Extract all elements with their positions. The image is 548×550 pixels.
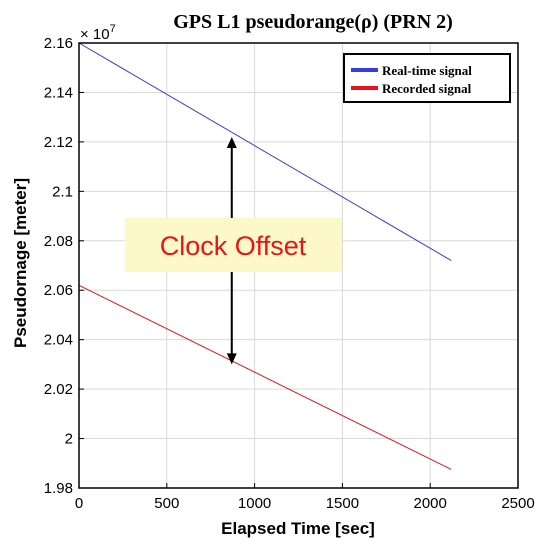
series-layer [78, 42, 452, 470]
plot-frame [78, 42, 519, 489]
x-tick-label: 500 [154, 495, 179, 512]
series-line-0 [78, 42, 452, 261]
axis-layer: 0 500 1000 1500 2000 2500 1.98 2 2.02 2.04 2.06 2.0… [44, 35, 535, 512]
x-tick-label: 0 [75, 495, 83, 512]
offset-arrow-head-down [226, 353, 237, 365]
y-tick-label: 2.14 [44, 84, 73, 101]
y-tick-label: 2.12 [44, 134, 73, 151]
y-exponent-label: × 107 [80, 23, 116, 43]
legend-box [343, 53, 511, 103]
y-tick-label: 2.06 [44, 282, 73, 299]
x-tick-label: 2500 [501, 495, 534, 512]
series-line-1 [78, 284, 452, 470]
chart-title: GPS L1 pseudorange(ρ) (PRN 2) [173, 11, 453, 33]
y-tick-label: 1.98 [44, 480, 73, 497]
legend-label: Real-time signal [382, 63, 472, 78]
annotation-text: Clock Offset [160, 231, 307, 261]
offset-arrow-head-up [226, 136, 237, 148]
annotation-box [125, 218, 342, 272]
y-tick-label: 2.02 [44, 381, 73, 398]
y-tick-label: 2 [65, 431, 73, 448]
annotation-layer: Clock Offset [125, 136, 342, 365]
y-tick-label: 2.08 [44, 233, 73, 250]
legend: Real-time signal Recorded signal [343, 53, 511, 103]
x-axis-title: Elapsed Time [sec] [221, 519, 375, 538]
x-tick-label: 1000 [238, 495, 271, 512]
y-tick-label: 2.1 [52, 183, 73, 200]
y-tick-label: 2.16 [44, 35, 73, 52]
legend-label: Recorded signal [382, 81, 472, 96]
y-axis-title: Pseudornage [meter] [11, 178, 30, 348]
x-tick-label: 2000 [414, 495, 447, 512]
x-tick-label: 1500 [326, 495, 359, 512]
y-tick-label: 2.04 [44, 332, 73, 349]
